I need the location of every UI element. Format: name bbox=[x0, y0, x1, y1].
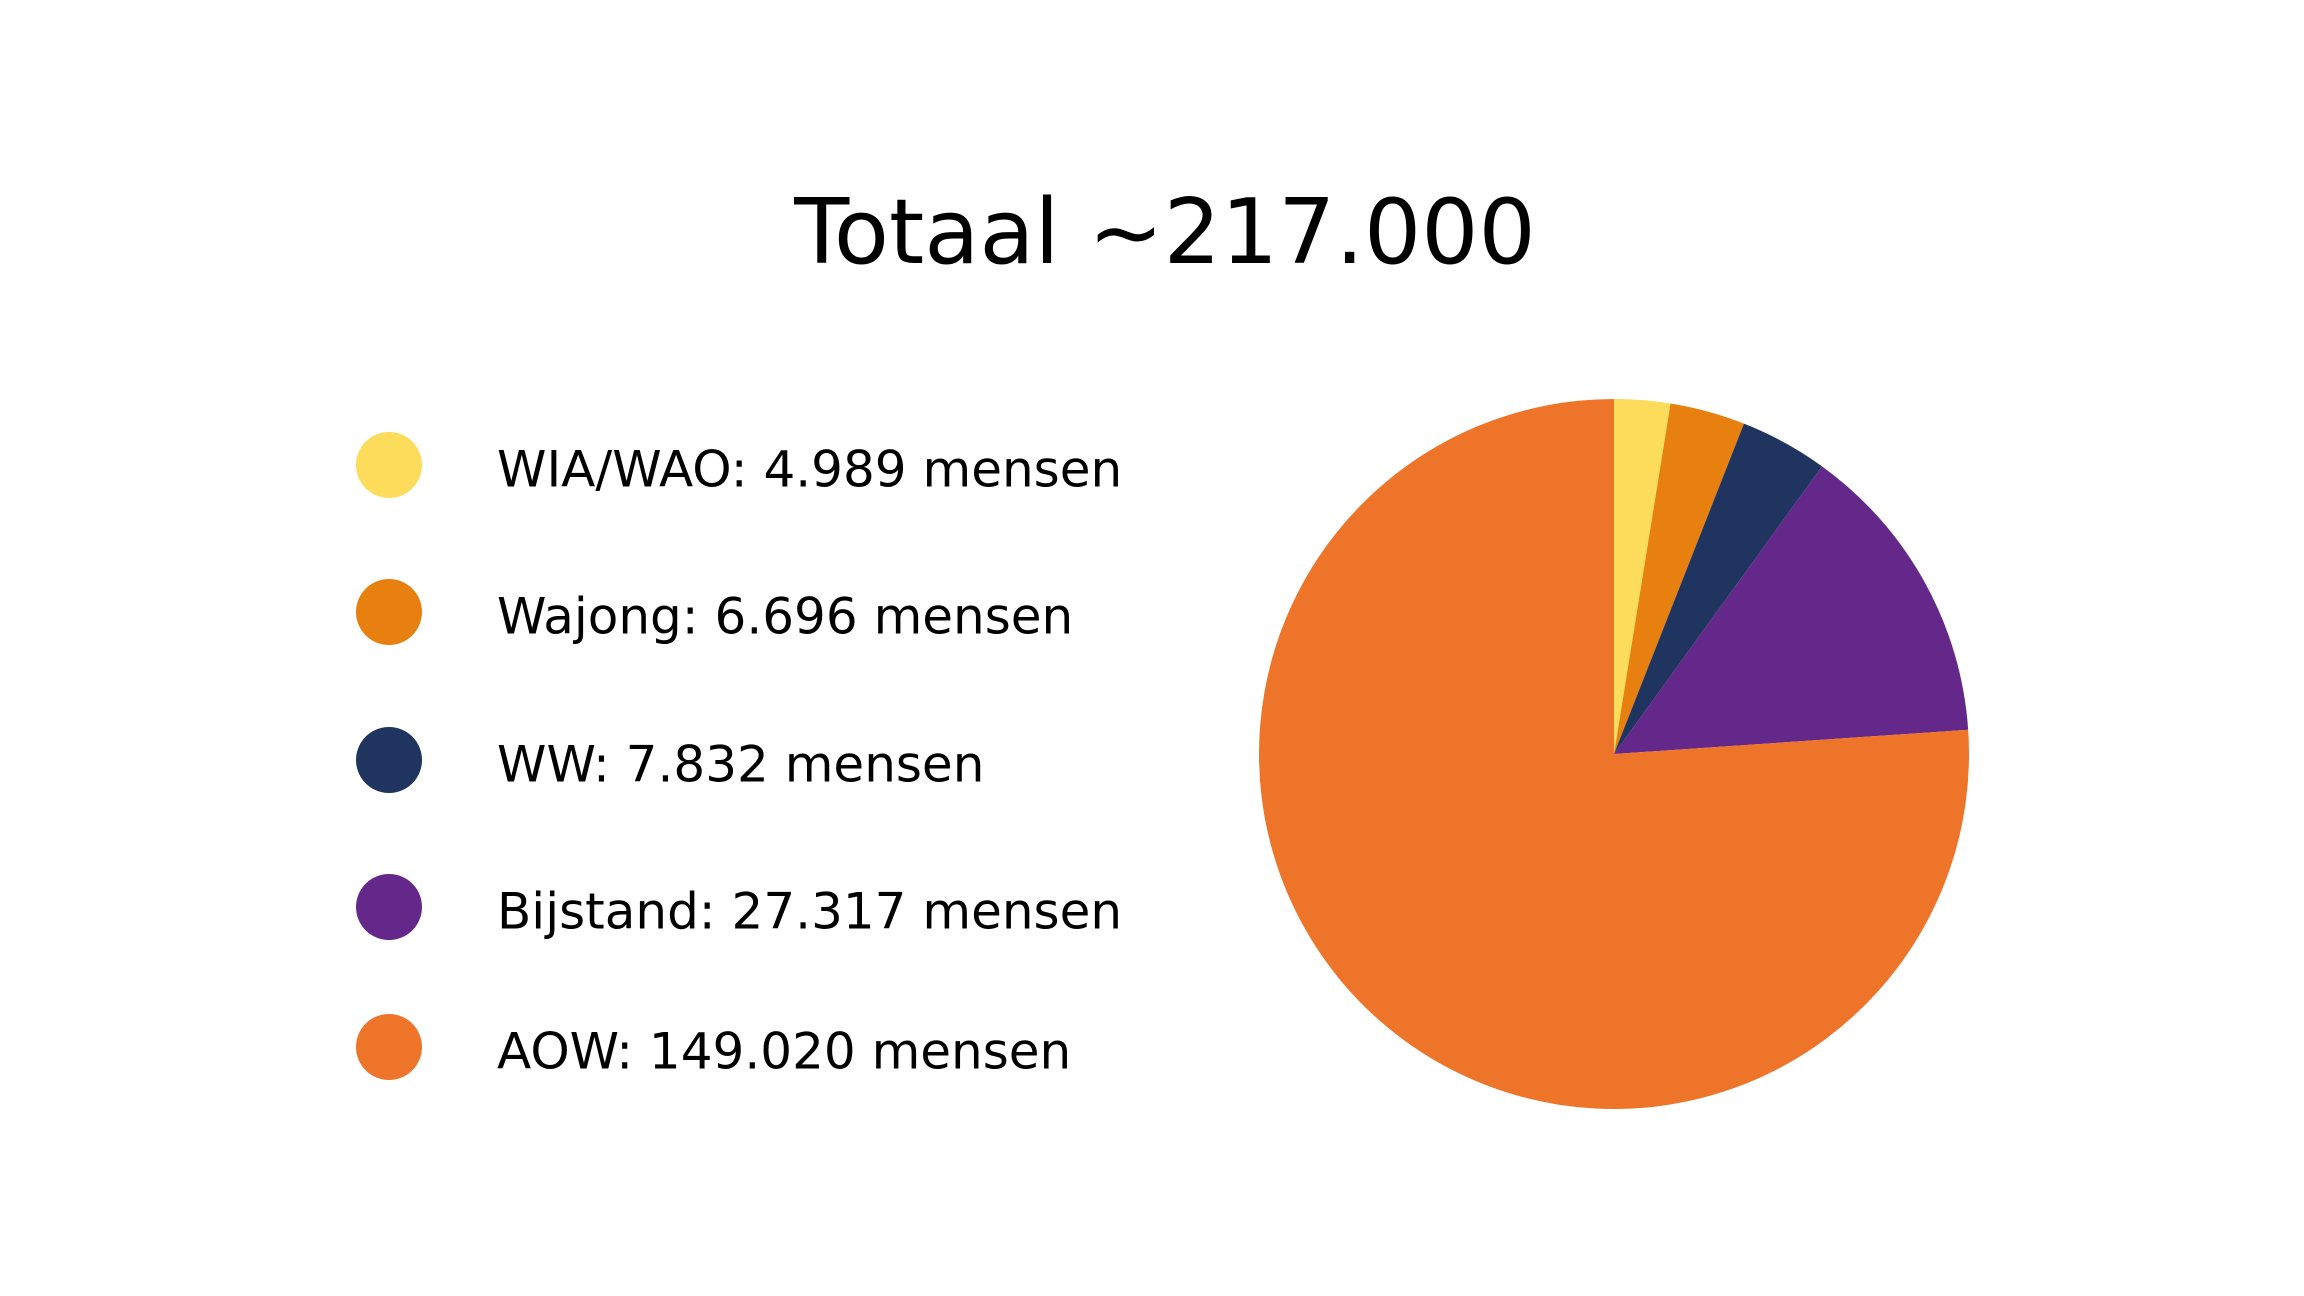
legend-marker bbox=[356, 727, 422, 793]
legend-label: WW: 7.832 mensen bbox=[497, 736, 984, 794]
pie-slice bbox=[1614, 403, 1744, 754]
pie-slice bbox=[1259, 399, 1969, 1109]
legend-label: AOW: 149.020 mensen bbox=[497, 1023, 1071, 1081]
legend-label: WIA/WAO: 4.989 mensen bbox=[497, 441, 1122, 499]
legend-label: Wajong: 6.696 mensen bbox=[497, 588, 1073, 646]
legend-label: Bijstand: 27.317 mensen bbox=[497, 883, 1122, 941]
pie-slice bbox=[1614, 466, 1969, 754]
legend-marker bbox=[356, 1014, 422, 1080]
legend-marker bbox=[356, 432, 422, 498]
legend-marker bbox=[356, 874, 422, 940]
pie-slice bbox=[1614, 399, 1671, 754]
pie-slice bbox=[1614, 423, 1823, 754]
legend-marker bbox=[356, 579, 422, 645]
chart-title: Totaal ~217.000 bbox=[793, 180, 1536, 285]
